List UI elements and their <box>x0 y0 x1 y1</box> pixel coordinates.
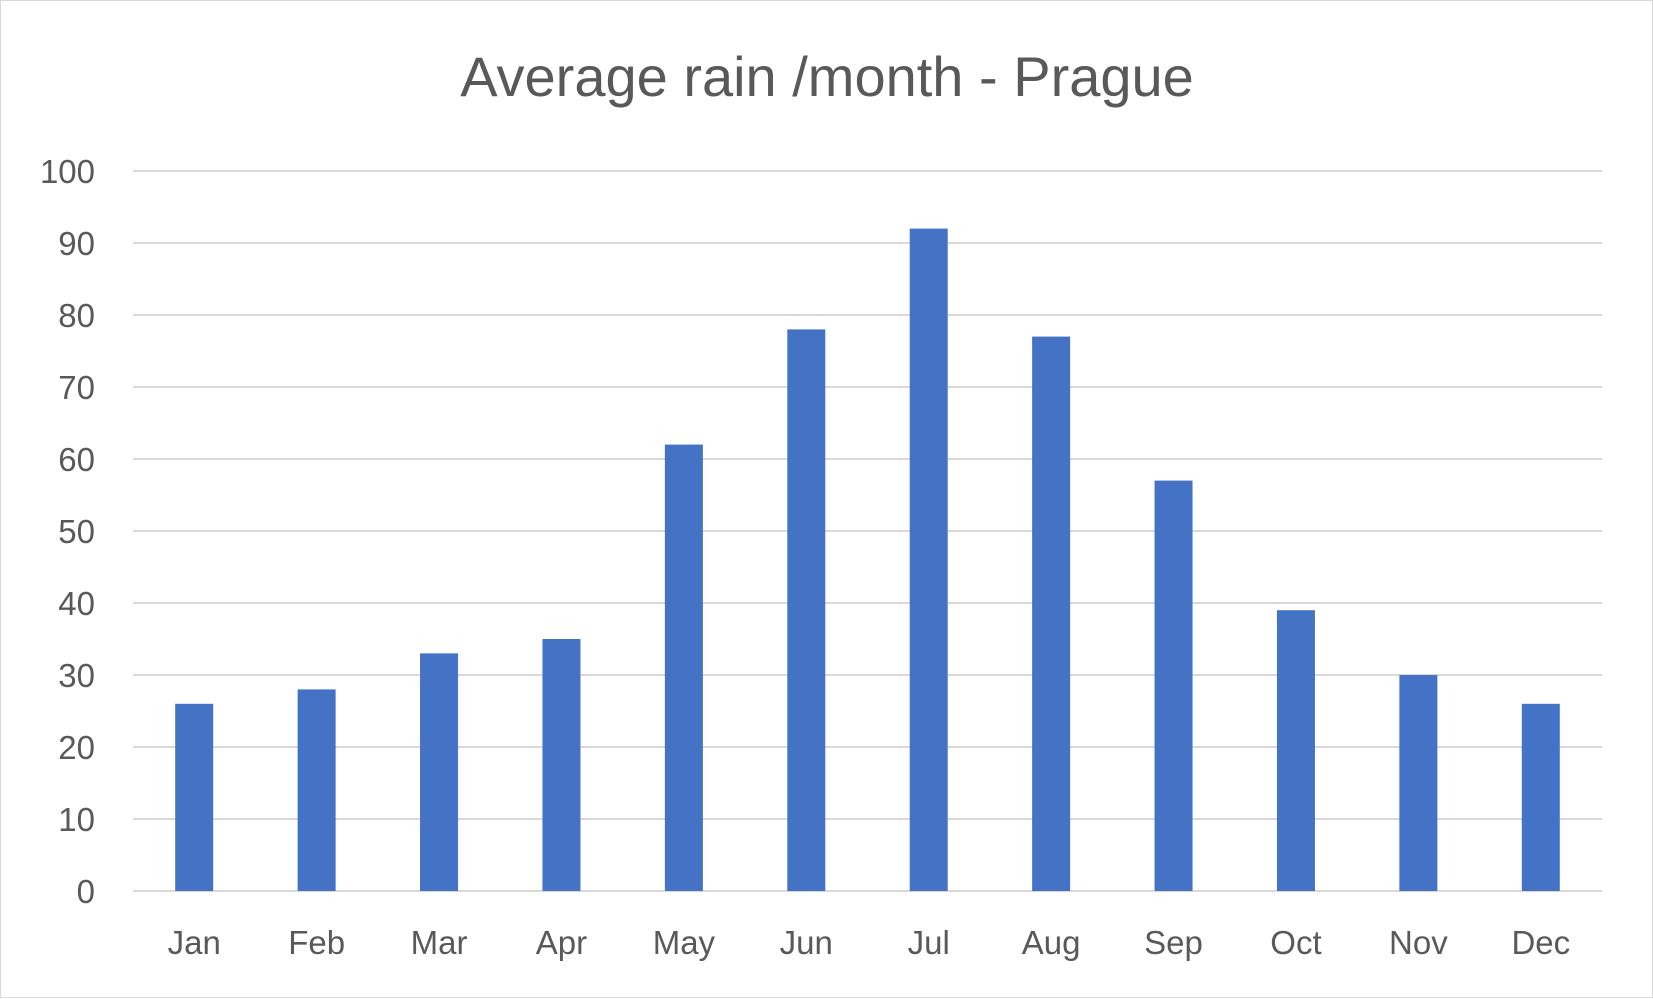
bar-jul <box>909 228 948 892</box>
x-tick-label: Jul <box>908 924 950 961</box>
bar-jun <box>787 329 826 891</box>
y-tick-label: 20 <box>58 729 95 766</box>
y-axis: 0 10 20 30 40 50 60 70 80 90 100 <box>40 153 95 910</box>
y-tick-label: 30 <box>58 657 95 694</box>
bar-apr <box>542 639 581 891</box>
bar-aug <box>1032 336 1071 892</box>
y-tick-label: 0 <box>77 873 95 910</box>
x-tick-label: May <box>653 924 716 961</box>
bar-may <box>664 444 703 891</box>
bar-jan <box>175 703 214 891</box>
x-tick-label: Nov <box>1389 924 1448 961</box>
x-tick-label: Apr <box>536 924 587 961</box>
bar-mar <box>420 653 459 891</box>
y-tick-label: 90 <box>58 225 95 262</box>
y-tick-label: 100 <box>40 153 95 190</box>
y-tick-label: 70 <box>58 369 95 406</box>
y-tick-label: 40 <box>58 585 95 622</box>
x-tick-label: Dec <box>1511 924 1570 961</box>
y-tick-label: 10 <box>58 801 95 838</box>
bar-dec <box>1521 703 1560 891</box>
x-tick-label: Jun <box>780 924 833 961</box>
x-tick-label: Jan <box>168 924 221 961</box>
bars <box>175 228 1560 892</box>
gridlines <box>133 170 1602 892</box>
x-tick-label: Oct <box>1270 924 1321 961</box>
bar-nov <box>1399 675 1438 891</box>
y-tick-label: 80 <box>58 297 95 334</box>
bar-feb <box>297 689 336 891</box>
x-tick-label: Feb <box>288 924 345 961</box>
bar-oct <box>1276 610 1315 891</box>
bar-sep <box>1154 480 1193 891</box>
y-tick-label: 50 <box>58 513 95 550</box>
x-tick-label: Sep <box>1144 924 1203 961</box>
x-tick-label: Aug <box>1022 924 1081 961</box>
x-axis: Jan Feb Mar Apr May Jun Jul Aug Sep Oct Nov Dec <box>168 924 1571 961</box>
x-tick-label: Mar <box>411 924 468 961</box>
y-tick-label: 60 <box>58 441 95 478</box>
chart-title: Average rain /month - Prague <box>460 45 1194 108</box>
